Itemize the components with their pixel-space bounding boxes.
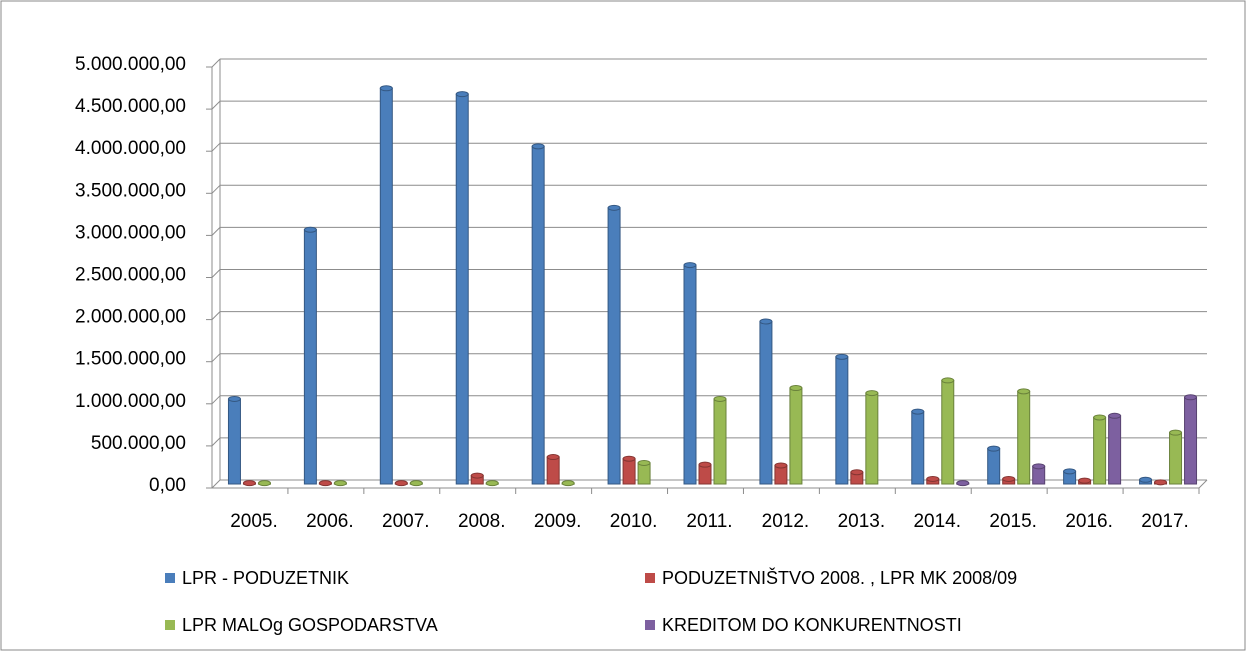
bar	[379, 85, 393, 485]
bar	[941, 377, 955, 485]
bar	[622, 455, 636, 485]
bar	[1063, 468, 1077, 485]
bar	[1078, 477, 1092, 485]
grid-line-side	[211, 353, 221, 363]
y-tick-label: 0,00	[149, 475, 186, 496]
bar	[759, 318, 773, 485]
legend-swatch	[645, 620, 655, 630]
bar	[698, 461, 712, 485]
y-tick-label: 3.000.000,00	[75, 222, 186, 243]
grid-line-side	[211, 58, 221, 68]
y-tick-label: 2.000.000,00	[75, 307, 186, 328]
legend-label: LPR - PODUZETNIK	[182, 568, 349, 588]
bar	[926, 475, 940, 485]
x-tick-label: 2017.	[1141, 511, 1189, 532]
grid-line-side	[211, 227, 221, 236]
bar	[531, 143, 545, 485]
y-tick-label: 4.500.000,00	[75, 96, 186, 117]
bar	[257, 480, 271, 487]
bar	[333, 480, 347, 487]
x-tick-label: 2013.	[838, 511, 886, 532]
grid-line-side	[211, 395, 221, 405]
legend-label: PODUZETNIŠTVO 2008. , LPR MK 2008/09	[662, 567, 1017, 588]
x-tick-label: 2007.	[382, 511, 430, 532]
x-tick-label: 2015.	[989, 511, 1037, 532]
bar	[865, 390, 879, 485]
bar	[1108, 412, 1122, 485]
bar	[1139, 476, 1153, 485]
grid-line-side	[211, 142, 221, 152]
bar	[774, 462, 788, 485]
bar	[1032, 463, 1046, 485]
x-tick-label: 2008.	[458, 511, 506, 532]
floor-line	[1198, 479, 1208, 489]
x-tick-label: 2014.	[913, 511, 961, 532]
legend-swatch	[165, 573, 175, 583]
bar	[1002, 475, 1016, 485]
bar	[835, 353, 849, 485]
bar	[409, 480, 423, 487]
legend-swatch	[645, 573, 655, 583]
bar	[561, 480, 575, 487]
bar	[394, 480, 408, 487]
bar	[713, 395, 727, 485]
legend-swatch	[165, 620, 175, 630]
y-tick-label: 1.500.000,00	[75, 349, 186, 370]
legend-label: KREDITOM DO KONKURENTNOSTI	[662, 615, 962, 635]
bar	[987, 445, 1001, 485]
bar	[1017, 388, 1031, 485]
grid-line-side	[211, 184, 221, 194]
y-tick-label: 500.000,00	[91, 433, 186, 454]
bar	[1154, 479, 1168, 486]
bar	[850, 469, 864, 485]
bar	[607, 204, 621, 485]
y-tick-label: 1.000.000,00	[75, 391, 186, 412]
x-tick-label: 2012.	[762, 511, 810, 532]
bar	[455, 91, 469, 485]
bar	[1093, 414, 1107, 485]
x-tick-label: 2006.	[306, 511, 354, 532]
x-tick-label: 2010.	[610, 511, 658, 532]
bar	[485, 480, 499, 487]
y-tick-label: 4.000.000,00	[75, 138, 186, 159]
bar	[911, 408, 925, 485]
x-tick-label: 2005.	[230, 511, 278, 532]
grid-line-side	[211, 100, 221, 110]
y-tick-label: 3.500.000,00	[75, 180, 186, 201]
y-tick-label: 2.500.000,00	[75, 265, 186, 286]
bar	[789, 385, 803, 485]
x-tick-label: 2016.	[1065, 511, 1113, 532]
bar	[956, 480, 970, 487]
grid-line-side	[211, 479, 221, 489]
bar	[637, 459, 651, 485]
grid-line-side	[211, 437, 221, 447]
bar	[470, 472, 484, 485]
bar	[1184, 394, 1198, 485]
bar	[1169, 429, 1183, 485]
grid-line-side	[211, 269, 221, 278]
bar	[303, 226, 317, 485]
bar	[242, 480, 256, 487]
bar	[318, 480, 332, 487]
x-tick-label: 2009.	[534, 511, 582, 532]
legend-label: LPR MALOg GOSPODARSTVA	[182, 615, 438, 635]
grid-line-side	[211, 311, 221, 320]
bar	[546, 454, 560, 485]
bar	[683, 262, 697, 485]
y-tick-label: 5.000.000,00	[75, 54, 186, 75]
bar	[227, 395, 241, 485]
x-tick-label: 2011.	[686, 511, 732, 532]
